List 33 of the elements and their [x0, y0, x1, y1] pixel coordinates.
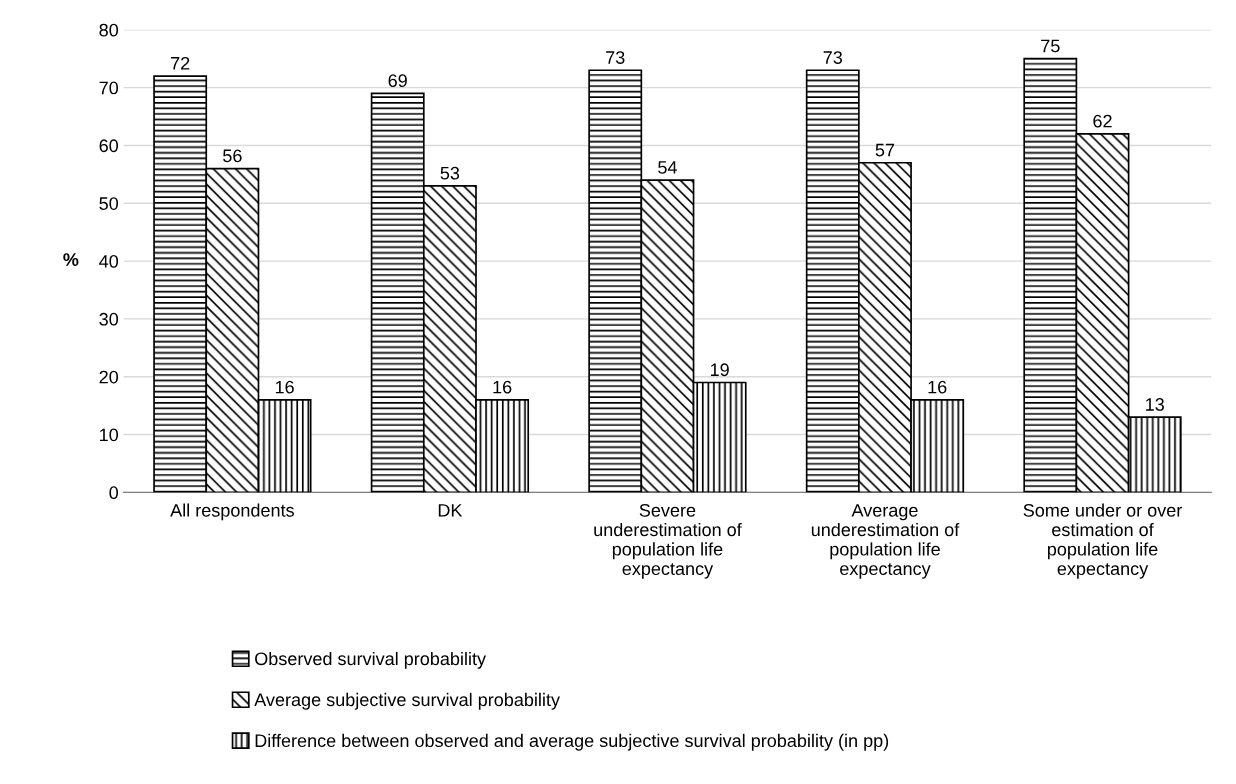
x-tick-label: Severe underestimation of population life expectancy — [594, 503, 742, 579]
data-label: 62 — [1093, 114, 1112, 128]
y-tick-label: 70 — [99, 81, 119, 95]
data-label: 75 — [1041, 39, 1060, 53]
legend-label: Average subjective survival probability — [254, 692, 560, 710]
y-tick-label: 40 — [99, 255, 119, 268]
legend-label: Difference between observed and average subjective survival probability (in pp) — [255, 733, 889, 751]
legend-label: Observed survival probability — [255, 651, 486, 669]
y-axis-title: % — [63, 253, 79, 266]
data-label: 13 — [1146, 398, 1164, 411]
data-label: 56 — [223, 149, 242, 163]
x-tick-label: Average underestimation of population life expectancy — [811, 504, 960, 579]
data-label: 16 — [493, 380, 512, 394]
y-tick-label: 80 — [99, 23, 119, 37]
y-tick-label: 0 — [109, 486, 119, 500]
y-tick-label: 20 — [99, 370, 119, 384]
data-label: 73 — [823, 51, 843, 64]
data-label: 16 — [275, 380, 294, 394]
x-tick-label: Some under or over estimation of population life expectancy — [1023, 503, 1183, 579]
y-tick-label: 10 — [100, 428, 119, 442]
x-tick-label: DK — [438, 504, 463, 517]
data-label: 69 — [388, 74, 407, 88]
y-tick-label: 50 — [99, 197, 119, 210]
y-tick-label: 30 — [99, 312, 119, 326]
x-tick-label: All respondents — [170, 503, 294, 521]
data-label: 54 — [658, 161, 677, 174]
data-label: 72 — [171, 56, 190, 70]
data-label: 53 — [440, 166, 460, 180]
data-label: 57 — [875, 143, 895, 157]
data-label: 73 — [606, 51, 625, 64]
data-label: 16 — [928, 380, 947, 394]
y-tick-label: 60 — [99, 139, 119, 153]
data-label: 19 — [710, 363, 729, 377]
